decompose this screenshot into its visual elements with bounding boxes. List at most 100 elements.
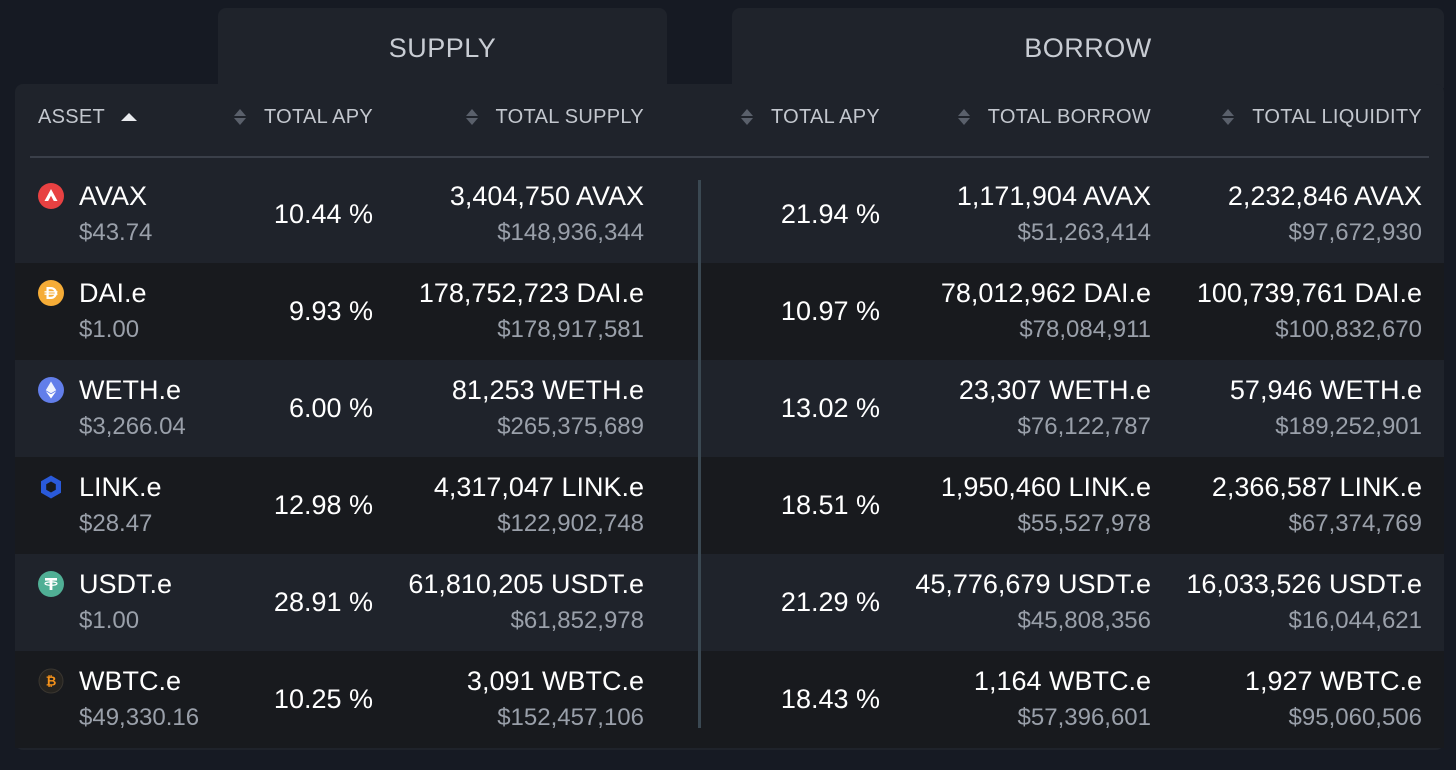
supply-apy: 28.91 % xyxy=(273,587,373,617)
sort-icon xyxy=(233,108,246,126)
markets-table: ASSET TOTAL APY TOTAL SUPPLY TOTAL APY T… xyxy=(15,84,1444,750)
supply-amount: 4,317,047 LINK.e xyxy=(433,472,644,502)
borrow-apy-cell: 21.94 % xyxy=(781,174,880,254)
total-liquidity-cell: 2,232,846 AVAX $97,672,930 xyxy=(1228,174,1422,254)
table-row[interactable]: USDT.e $1.00 28.91 % 61,810,205 USDT.e $… xyxy=(15,554,1444,651)
supply-usd: $265,375,689 xyxy=(497,413,644,440)
header-total-supply[interactable]: TOTAL SUPPLY xyxy=(465,84,644,150)
svg-text:₿: ₿ xyxy=(46,675,57,690)
table-header: ASSET TOTAL APY TOTAL SUPPLY TOTAL APY T… xyxy=(15,84,1444,158)
supply-amount: 61,810,205 USDT.e xyxy=(408,569,644,599)
liquidity-amount: 2,366,587 LINK.e xyxy=(1211,472,1422,502)
liquidity-amount: 2,232,846 AVAX xyxy=(1227,181,1422,211)
table-row[interactable]: ₿ WBTC.e $49,330.16 10.25 % 3,091 WBTC.e… xyxy=(15,651,1444,748)
asset-name: WETH.e xyxy=(79,375,182,405)
total-borrow-cell: 1,164 WBTC.e $57,396,601 xyxy=(974,659,1151,739)
supply-usd: $148,936,344 xyxy=(497,219,644,246)
liquidity-usd: $97,672,930 xyxy=(1288,219,1422,246)
liquidity-amount: 57,946 WETH.e xyxy=(1229,375,1422,405)
borrow-usd: $55,527,978 xyxy=(1017,510,1151,537)
supply-apy-cell: 6.00 % xyxy=(289,368,373,448)
supply-apy-cell: 9.93 % xyxy=(289,271,373,351)
borrow-usd: $76,122,787 xyxy=(1017,413,1151,440)
supply-apy-cell: 12.98 % xyxy=(274,465,373,545)
supply-usd: $178,917,581 xyxy=(497,316,644,343)
asset-price: $3,266.04 xyxy=(79,413,186,440)
header-supply-apy[interactable]: TOTAL APY xyxy=(233,84,373,150)
borrow-amount: 1,171,904 AVAX xyxy=(956,181,1151,211)
total-liquidity-cell: 100,739,761 DAI.e $100,832,670 xyxy=(1197,271,1422,351)
header-asset[interactable]: ASSET xyxy=(38,84,138,150)
borrow-amount: 45,776,679 USDT.e xyxy=(915,569,1151,599)
liquidity-usd: $95,060,506 xyxy=(1288,704,1422,731)
header-borrow-apy[interactable]: TOTAL APY xyxy=(740,84,880,150)
total-borrow-cell: 78,012,962 DAI.e $78,084,911 xyxy=(941,271,1151,351)
supply-amount: 3,091 WBTC.e xyxy=(466,666,644,696)
asset-name: DAI.e xyxy=(79,278,147,308)
supply-usd: $61,852,978 xyxy=(510,607,644,634)
borrow-usd: $45,808,356 xyxy=(1017,607,1151,634)
table-row[interactable]: AVAX $43.74 10.44 % 3,404,750 AVAX $148,… xyxy=(15,166,1444,263)
sort-icon xyxy=(957,108,970,126)
borrow-amount: 78,012,962 DAI.e xyxy=(940,278,1151,308)
supply-borrow-divider xyxy=(698,180,701,728)
supply-apy: 9.93 % xyxy=(288,296,373,326)
supply-apy: 6.00 % xyxy=(288,393,373,423)
btc-icon: ₿ xyxy=(38,668,64,694)
header-total-borrow[interactable]: TOTAL BORROW xyxy=(957,84,1151,150)
link-icon xyxy=(38,474,64,500)
asset-cell: DAI.e $1.00 xyxy=(79,271,147,351)
total-supply-cell: 3,404,750 AVAX $148,936,344 xyxy=(450,174,644,254)
sort-ascending-icon xyxy=(121,113,138,121)
dai-icon xyxy=(38,280,64,306)
supply-apy-cell: 10.44 % xyxy=(274,174,373,254)
supply-usd: $152,457,106 xyxy=(497,704,644,731)
supply-amount: 3,404,750 AVAX xyxy=(449,181,644,211)
header-total-supply-label: TOTAL SUPPLY xyxy=(495,105,644,128)
total-supply-cell: 4,317,047 LINK.e $122,902,748 xyxy=(434,465,644,545)
liquidity-usd: $189,252,901 xyxy=(1275,413,1422,440)
borrow-apy: 21.94 % xyxy=(780,199,880,229)
borrow-usd: $51,263,414 xyxy=(1017,219,1151,246)
borrow-apy-cell: 18.51 % xyxy=(781,465,880,545)
total-borrow-cell: 1,171,904 AVAX $51,263,414 xyxy=(957,174,1151,254)
table-row[interactable]: LINK.e $28.47 12.98 % 4,317,047 LINK.e $… xyxy=(15,457,1444,554)
total-supply-cell: 3,091 WBTC.e $152,457,106 xyxy=(467,659,644,739)
total-liquidity-cell: 57,946 WETH.e $189,252,901 xyxy=(1230,368,1422,448)
supply-apy-cell: 10.25 % xyxy=(274,659,373,739)
asset-price: $49,330.16 xyxy=(79,704,200,731)
tab-supply[interactable]: SUPPLY xyxy=(218,8,667,88)
total-borrow-cell: 1,950,460 LINK.e $55,527,978 xyxy=(941,465,1151,545)
tab-borrow[interactable]: BORROW xyxy=(732,8,1444,88)
header-borrow-apy-label: TOTAL APY xyxy=(770,105,880,128)
header-total-liquidity-label: TOTAL LIQUIDITY xyxy=(1252,105,1422,128)
sort-icon xyxy=(465,108,478,126)
tab-supply-label: SUPPLY xyxy=(388,32,497,63)
supply-apy: 10.44 % xyxy=(273,199,373,229)
borrow-apy: 10.97 % xyxy=(780,296,880,326)
total-liquidity-cell: 2,366,587 LINK.e $67,374,769 xyxy=(1212,465,1422,545)
borrow-amount: 1,950,460 LINK.e xyxy=(940,472,1151,502)
table-row[interactable]: WETH.e $3,266.04 6.00 % 81,253 WETH.e $2… xyxy=(15,360,1444,457)
asset-name: WBTC.e xyxy=(79,666,182,696)
supply-apy-cell: 28.91 % xyxy=(274,562,373,642)
sort-icon xyxy=(1222,108,1235,126)
header-total-liquidity[interactable]: TOTAL LIQUIDITY xyxy=(1222,84,1422,150)
table-row[interactable]: DAI.e $1.00 9.93 % 178,752,723 DAI.e $17… xyxy=(15,263,1444,360)
liquidity-amount: 16,033,526 USDT.e xyxy=(1186,569,1422,599)
asset-price: $43.74 xyxy=(79,219,153,246)
asset-cell: WBTC.e $49,330.16 xyxy=(79,659,199,739)
borrow-apy: 13.02 % xyxy=(780,393,880,423)
borrow-amount: 1,164 WBTC.e xyxy=(973,666,1151,696)
asset-cell: USDT.e $1.00 xyxy=(79,562,172,642)
borrow-apy: 18.43 % xyxy=(780,684,880,714)
borrow-apy: 21.29 % xyxy=(780,587,880,617)
total-liquidity-cell: 1,927 WBTC.e $95,060,506 xyxy=(1245,659,1422,739)
total-supply-cell: 61,810,205 USDT.e $61,852,978 xyxy=(408,562,644,642)
liquidity-amount: 100,739,761 DAI.e xyxy=(1196,278,1422,308)
borrow-apy-cell: 18.43 % xyxy=(781,659,880,739)
supply-amount: 81,253 WETH.e xyxy=(451,375,644,405)
asset-name: USDT.e xyxy=(79,569,173,599)
supply-usd: $122,902,748 xyxy=(497,510,644,537)
borrow-apy-cell: 13.02 % xyxy=(781,368,880,448)
